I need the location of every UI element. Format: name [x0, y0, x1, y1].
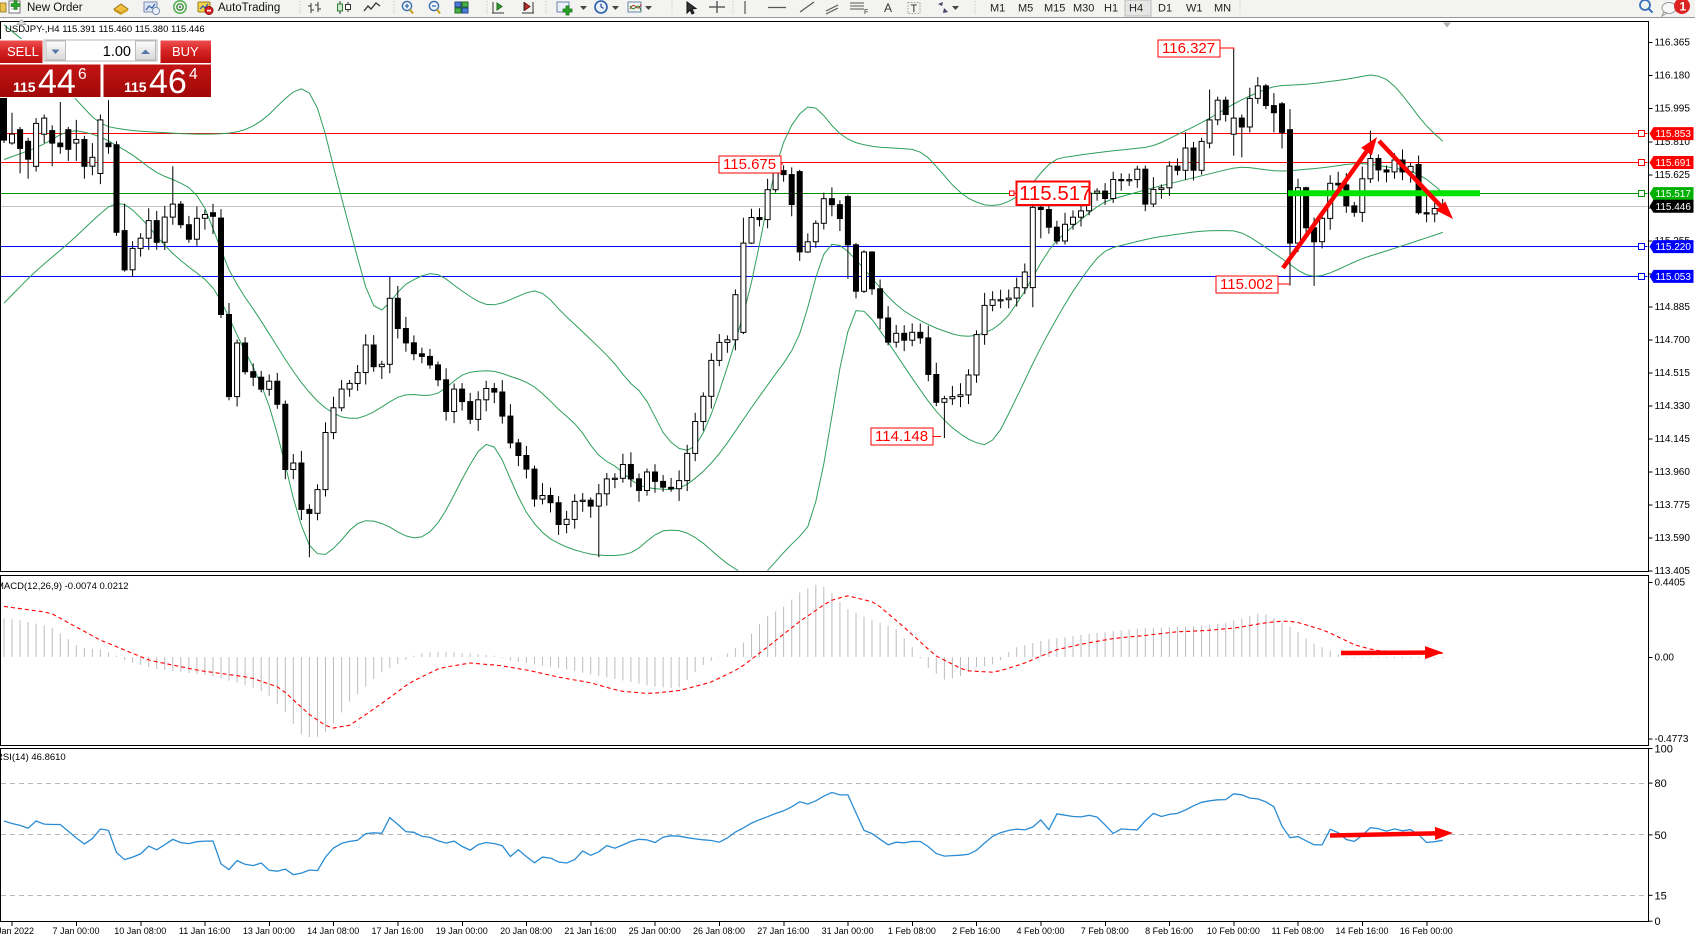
svg-text:100: 100 [1655, 744, 1673, 756]
svg-text:116.365: 116.365 [1655, 38, 1691, 49]
svg-text:114.148: 114.148 [875, 428, 928, 445]
svg-text:1.00: 1.00 [103, 44, 131, 60]
svg-text:115: 115 [124, 79, 147, 95]
svg-text:14 Feb 16:00: 14 Feb 16:00 [1335, 926, 1388, 936]
svg-text:15: 15 [1655, 890, 1667, 902]
svg-text:115.675: 115.675 [723, 156, 776, 173]
svg-text:115.220: 115.220 [1656, 242, 1692, 253]
svg-text:M5: M5 [1018, 3, 1033, 15]
svg-text:115.625: 115.625 [1655, 170, 1691, 181]
svg-text:11 Jan 16:00: 11 Jan 16:00 [179, 926, 230, 936]
svg-text:113.590: 113.590 [1655, 533, 1691, 544]
svg-text:0.4405: 0.4405 [1655, 577, 1686, 588]
svg-text:MN: MN [1214, 3, 1231, 15]
svg-text:27 Jan 16:00: 27 Jan 16:00 [757, 926, 809, 936]
svg-text:1: 1 [1680, 0, 1687, 14]
svg-text:7 Jan 00:00: 7 Jan 00:00 [52, 926, 99, 936]
svg-text:114.145: 114.145 [1655, 434, 1691, 445]
svg-text:SELL: SELL [7, 44, 39, 59]
svg-text:114.700: 114.700 [1655, 335, 1691, 346]
svg-text:H1: H1 [1104, 3, 1118, 15]
svg-text:8 Feb 16:00: 8 Feb 16:00 [1145, 926, 1193, 936]
svg-text:6: 6 [78, 66, 87, 83]
svg-text:A: A [884, 1, 892, 15]
svg-text:F: F [864, 9, 868, 16]
svg-text:17 Jan 16:00: 17 Jan 16:00 [371, 926, 423, 936]
svg-text:113.775: 113.775 [1655, 500, 1691, 511]
svg-text:4 Feb 00:00: 4 Feb 00:00 [1016, 926, 1064, 936]
svg-text:115.853: 115.853 [1656, 129, 1692, 140]
svg-text:H4: H4 [1129, 3, 1143, 15]
svg-text:M15: M15 [1044, 3, 1065, 15]
svg-text:46: 46 [149, 63, 187, 101]
svg-text:USDJPY-,H4 115.391 115.460 11: USDJPY-,H4 115.391 115.460 115.380 115.4… [5, 24, 205, 35]
svg-text:M1: M1 [990, 3, 1005, 15]
svg-text:25 Jan 00:00: 25 Jan 00:00 [629, 926, 681, 936]
svg-text:M30: M30 [1073, 3, 1094, 15]
svg-text:115.810: 115.810 [1655, 137, 1691, 148]
svg-text:W1: W1 [1186, 3, 1203, 15]
svg-text:BUY: BUY [172, 44, 199, 59]
svg-text:114.515: 114.515 [1655, 368, 1691, 379]
svg-text:2 Feb 16:00: 2 Feb 16:00 [952, 926, 1000, 936]
svg-text:115.517: 115.517 [1656, 189, 1692, 200]
svg-text:113.960: 113.960 [1655, 467, 1691, 478]
svg-text:113.405: 113.405 [1655, 566, 1691, 577]
svg-text:0: 0 [1655, 916, 1661, 928]
svg-text:RSI(14) 46.8610: RSI(14) 46.8610 [0, 752, 66, 763]
svg-text:0.00: 0.00 [1655, 653, 1675, 664]
svg-text:19 Jan 00:00: 19 Jan 00:00 [436, 926, 488, 936]
svg-text:10 Jan 08:00: 10 Jan 08:00 [114, 926, 166, 936]
svg-text:21 Jan 16:00: 21 Jan 16:00 [564, 926, 616, 936]
svg-text:1 Feb 08:00: 1 Feb 08:00 [888, 926, 936, 936]
svg-text:7 Feb 08:00: 7 Feb 08:00 [1081, 926, 1129, 936]
svg-text:10 Feb 00:00: 10 Feb 00:00 [1207, 926, 1260, 936]
svg-text:115.691: 115.691 [1656, 158, 1692, 169]
svg-text:115.995: 115.995 [1655, 104, 1691, 115]
svg-text:115.446: 115.446 [1656, 202, 1692, 213]
svg-text:11 Feb 08:00: 11 Feb 08:00 [1272, 926, 1324, 936]
svg-text:14 Jan 08:00: 14 Jan 08:00 [307, 926, 359, 936]
svg-text:D1: D1 [1158, 3, 1172, 15]
svg-text:80: 80 [1655, 778, 1667, 790]
svg-text:44: 44 [38, 63, 76, 101]
svg-text:114.885: 114.885 [1655, 302, 1691, 313]
svg-text:AutoTrading: AutoTrading [218, 2, 280, 14]
svg-text:20 Jan 08:00: 20 Jan 08:00 [500, 926, 552, 936]
svg-text:4: 4 [189, 66, 198, 83]
svg-text:-0.4773: -0.4773 [1655, 734, 1689, 745]
svg-text:114.330: 114.330 [1655, 401, 1691, 412]
svg-text:115.517: 115.517 [1019, 182, 1092, 205]
svg-text:115: 115 [13, 79, 36, 95]
svg-text:New Order: New Order [27, 2, 83, 14]
svg-text:13 Jan 00:00: 13 Jan 00:00 [243, 926, 295, 936]
svg-text:116.327: 116.327 [1162, 40, 1215, 57]
svg-text:26 Jan 08:00: 26 Jan 08:00 [693, 926, 745, 936]
svg-text:16 Feb 00:00: 16 Feb 00:00 [1400, 926, 1453, 936]
svg-text:50: 50 [1655, 830, 1667, 842]
svg-text:31 Jan 00:00: 31 Jan 00:00 [822, 926, 874, 936]
svg-text:MACD(12,26,9) -0.0074 0.0212: MACD(12,26,9) -0.0074 0.0212 [0, 581, 129, 592]
svg-text:4 Jan 2022: 4 Jan 2022 [0, 926, 34, 936]
svg-text:T: T [911, 3, 918, 15]
svg-text:115.002: 115.002 [1220, 276, 1273, 293]
svg-text:115.053: 115.053 [1656, 272, 1692, 283]
svg-text:116.180: 116.180 [1655, 71, 1691, 82]
